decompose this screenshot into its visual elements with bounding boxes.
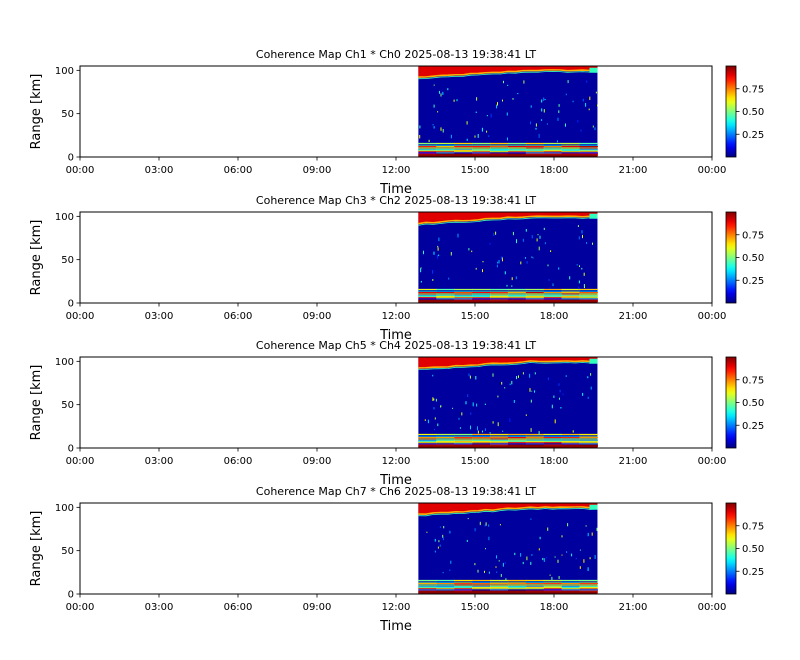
y-tick-label: 0 — [68, 590, 74, 601]
x-axis-label: Time — [379, 328, 412, 343]
x-axis-label: Time — [379, 473, 412, 488]
y-tick-label: 50 — [61, 546, 74, 557]
x-tick-label: 12:00 — [382, 311, 411, 322]
x-tick-label: 06:00 — [224, 456, 253, 467]
x-tick-label: 06:00 — [224, 602, 253, 613]
panel-2: Coherence Map Ch3 * Ch2 2025-08-13 19:38… — [29, 194, 764, 343]
heatmap — [418, 503, 598, 594]
y-tick-label: 100 — [55, 66, 74, 77]
x-tick-label: 12:00 — [382, 456, 411, 467]
x-tick-label: 21:00 — [619, 311, 648, 322]
heatmap — [418, 357, 598, 448]
y-tick-label: 50 — [61, 109, 74, 120]
colorbar-tick-label: 0.50 — [742, 544, 764, 555]
x-tick-label: 00:00 — [66, 456, 95, 467]
x-tick-label: 15:00 — [461, 456, 490, 467]
x-tick-label: 09:00 — [303, 165, 332, 176]
x-tick-label: 09:00 — [303, 602, 332, 613]
plot-frame — [79, 211, 713, 304]
x-tick-label: 06:00 — [224, 165, 253, 176]
x-tick-label: 18:00 — [540, 602, 569, 613]
x-tick-label: 00:00 — [66, 311, 95, 322]
x-tick-label: 18:00 — [540, 311, 569, 322]
panel-4: Coherence Map Ch7 * Ch6 2025-08-13 19:38… — [29, 485, 764, 634]
x-tick-label: 00:00 — [698, 456, 727, 467]
colorbar-tick-label: 0.75 — [742, 230, 764, 241]
colorbar-tick-label: 0.75 — [742, 84, 764, 95]
colorbar-tick-label: 0.25 — [742, 276, 764, 287]
x-tick-label: 00:00 — [66, 602, 95, 613]
x-tick-label: 15:00 — [461, 602, 490, 613]
x-tick-label: 00:00 — [698, 311, 727, 322]
colorbar-tick-label: 0.25 — [742, 567, 764, 578]
plot-frame — [79, 356, 713, 449]
y-axis-label: Range [km] — [29, 511, 44, 587]
x-tick-label: 06:00 — [224, 311, 253, 322]
colorbar: 0.25 0.50 0.75 — [725, 502, 764, 595]
y-tick-label: 100 — [55, 212, 74, 223]
x-tick-label: 03:00 — [145, 165, 174, 176]
y-tick-label: 0 — [68, 299, 74, 310]
x-tick-label: 15:00 — [461, 311, 490, 322]
heatmap — [417, 212, 598, 303]
x-tick-label: 09:00 — [303, 456, 332, 467]
x-tick-label: 21:00 — [619, 456, 648, 467]
y-axis-label: Range [km] — [29, 220, 44, 296]
plot-frame — [79, 65, 713, 158]
y-tick-label: 50 — [61, 400, 74, 411]
colorbar-tick-label: 0.50 — [742, 398, 764, 409]
plot-frame — [79, 502, 713, 595]
x-tick-label: 21:00 — [619, 165, 648, 176]
colorbar-tick-label: 0.50 — [742, 107, 764, 118]
y-axis-label: Range [km] — [29, 365, 44, 441]
y-tick-label: 100 — [55, 357, 74, 368]
x-tick-label: 12:00 — [382, 602, 411, 613]
colorbar: 0.25 0.50 0.75 — [725, 211, 764, 304]
x-tick-label: 18:00 — [540, 456, 569, 467]
panel-title: Coherence Map Ch3 * Ch2 2025-08-13 19:38… — [256, 194, 536, 207]
x-tick-label: 18:00 — [540, 165, 569, 176]
colorbar: 0.25 0.50 0.75 — [725, 65, 764, 158]
y-tick-label: 100 — [55, 503, 74, 514]
x-tick-label: 15:00 — [461, 165, 490, 176]
heatmap — [418, 66, 598, 157]
x-tick-label: 21:00 — [619, 602, 648, 613]
y-axis-label: Range [km] — [29, 74, 44, 150]
panel-3: Coherence Map Ch5 * Ch4 2025-08-13 19:38… — [29, 339, 764, 488]
colorbar-tick-label: 0.25 — [742, 421, 764, 432]
y-tick-label: 0 — [68, 444, 74, 455]
colorbar: 0.25 0.50 0.75 — [725, 356, 764, 449]
panel-title: Coherence Map Ch1 * Ch0 2025-08-13 19:38… — [256, 48, 536, 61]
x-tick-label: 03:00 — [145, 602, 174, 613]
x-tick-label: 09:00 — [303, 311, 332, 322]
colorbar-tick-label: 0.75 — [742, 521, 764, 532]
panel-title: Coherence Map Ch5 * Ch4 2025-08-13 19:38… — [256, 339, 536, 352]
x-tick-label: 03:00 — [145, 456, 174, 467]
y-tick-label: 50 — [61, 255, 74, 266]
colorbar-tick-label: 0.25 — [742, 130, 764, 141]
y-tick-label: 0 — [68, 153, 74, 164]
x-tick-label: 00:00 — [66, 165, 95, 176]
panel-1: Coherence Map Ch1 * Ch0 2025-08-13 19:38… — [29, 48, 764, 197]
x-tick-label: 00:00 — [698, 602, 727, 613]
x-axis-label: Time — [379, 619, 412, 634]
panel-title: Coherence Map Ch7 * Ch6 2025-08-13 19:38… — [256, 485, 536, 498]
x-tick-label: 12:00 — [382, 165, 411, 176]
x-tick-label: 00:00 — [698, 165, 727, 176]
x-axis-label: Time — [379, 182, 412, 197]
colorbar-tick-label: 0.75 — [742, 375, 764, 386]
colorbar-tick-label: 0.50 — [742, 253, 764, 264]
x-tick-label: 03:00 — [145, 311, 174, 322]
